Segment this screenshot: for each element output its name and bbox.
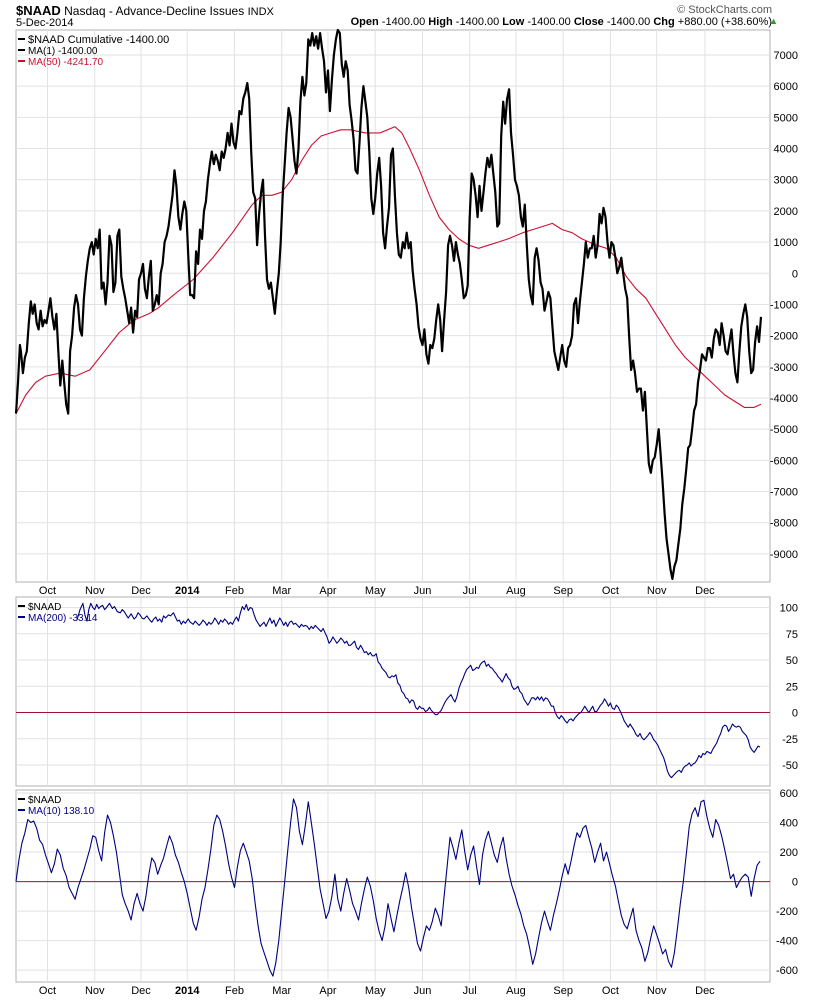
y-tick-label: 25 [786,681,798,693]
y-tick-label: 2000 [774,206,798,218]
y-tick-label: 400 [780,817,798,829]
panel-frame [15,29,771,583]
y-tick-label: -7000 [770,487,798,499]
y-tick-label: 5000 [774,112,798,124]
exchange-label: INDX [247,6,274,18]
y-tick-label: 200 [780,847,798,859]
x-tick-label: Nov [647,585,667,597]
x-tick-label: Oct [39,585,56,597]
y-tick-label: 3000 [774,175,798,187]
y-tick-label: 50 [786,655,798,667]
ohlc-value: -1400.00 [452,16,503,28]
x-tick-label: Feb [225,985,244,997]
y-tick-label: 1000 [774,237,798,249]
y-tick-label: 0 [792,268,798,280]
legend-entry: $NAAD [28,795,61,806]
y-tick-label: 75 [786,629,798,641]
x-tick-label: 2014 [175,985,200,997]
y-tick-label: -3000 [770,362,798,374]
x-tick-label: Nov [85,585,105,597]
y-tick-label: -25 [782,734,798,746]
y-tick-label: -200 [776,906,798,918]
x-tick-label: Jul [463,585,477,597]
ohlc-readout: Open -1400.00 High -1400.00 Low -1400.00… [351,16,772,28]
y-tick-label: -9000 [770,549,798,561]
x-tick-label: Feb [225,585,244,597]
chart-date: 5-Dec-2014 [16,17,74,29]
symbol-label: $NAAD [16,3,61,18]
x-tick-label: Oct [39,985,56,997]
y-tick-label: 7000 [774,50,798,62]
x-tick-label: Jul [463,985,477,997]
x-tick-label: Jun [414,985,432,997]
y-tick-label: -50 [782,760,798,772]
legend-entry: $NAAD [28,602,61,613]
brand-label[interactable]: © StockCharts.com [677,4,772,16]
up-arrow-icon: ▲ [769,16,778,26]
y-tick-label: -600 [776,965,798,977]
x-tick-label: Sep [553,985,573,997]
x-tick-label: Mar [272,585,291,597]
y-tick-label: -6000 [770,455,798,467]
series-line-ma200 [76,602,761,779]
x-tick-label: Nov [647,985,667,997]
y-tick-label: 100 [780,603,798,615]
x-tick-label: Apr [319,985,336,997]
legend-entry: $NAAD Cumulative -1400.00 [28,34,169,46]
legend-entry: MA(1) -1400.00 [28,46,98,57]
y-tick-label: -2000 [770,331,798,343]
x-tick-label: Aug [506,985,526,997]
y-tick-label: 600 [780,788,798,800]
y-tick-label: 6000 [774,81,798,93]
ohlc-label: Open [350,16,379,28]
ohlc-label: Chg [653,16,675,28]
x-tick-label: May [365,985,386,997]
y-tick-label: 0 [792,708,798,720]
x-tick-label: Dec [695,585,715,597]
x-tick-label: Nov [85,985,105,997]
series-line-ma10 [15,798,761,977]
x-tick-label: Jun [414,585,432,597]
legend-entry: MA(10) 138.10 [28,806,95,817]
y-tick-label: -5000 [770,424,798,436]
y-tick-label: -4000 [770,393,798,405]
ohlc-label: High [428,16,453,28]
y-tick-label: -8000 [770,518,798,530]
x-tick-label: Oct [602,585,619,597]
chart-title: $NAAD Nasdaq - Advance-Decline Issues IN… [16,3,274,18]
x-tick-label: Oct [602,985,619,997]
x-tick-label: Dec [131,985,151,997]
x-tick-label: Apr [319,585,336,597]
ohlc-value: -1400.00 [603,16,654,28]
ohlc-label: Close [573,16,604,28]
ohlc-label: Low [502,16,525,28]
x-tick-label: Aug [506,585,526,597]
series-line-price [14,28,763,581]
x-tick-label: Mar [272,985,291,997]
y-tick-label: 4000 [774,144,798,156]
ohlc-value: +880.00 (+38.60%) [674,16,772,28]
y-tick-label: -400 [776,936,798,948]
y-tick-label: 0 [792,877,798,889]
series-line-ma50 [15,126,762,414]
ohlc-value: -1400.00 [524,16,574,28]
x-tick-label: May [365,585,386,597]
x-tick-label: Sep [553,585,573,597]
y-tick-label: -1000 [770,299,798,311]
x-tick-label: 2014 [175,585,200,597]
ohlc-value: -1400.00 [378,16,429,28]
panel-frame [15,596,771,787]
legend-entry: MA(200) -33.14 [28,613,98,624]
x-tick-label: Dec [695,985,715,997]
symbol-name: Nasdaq - Advance-Decline Issues [64,4,245,18]
legend-entry: MA(50) -4241.70 [28,57,103,68]
x-tick-label: Dec [131,585,151,597]
